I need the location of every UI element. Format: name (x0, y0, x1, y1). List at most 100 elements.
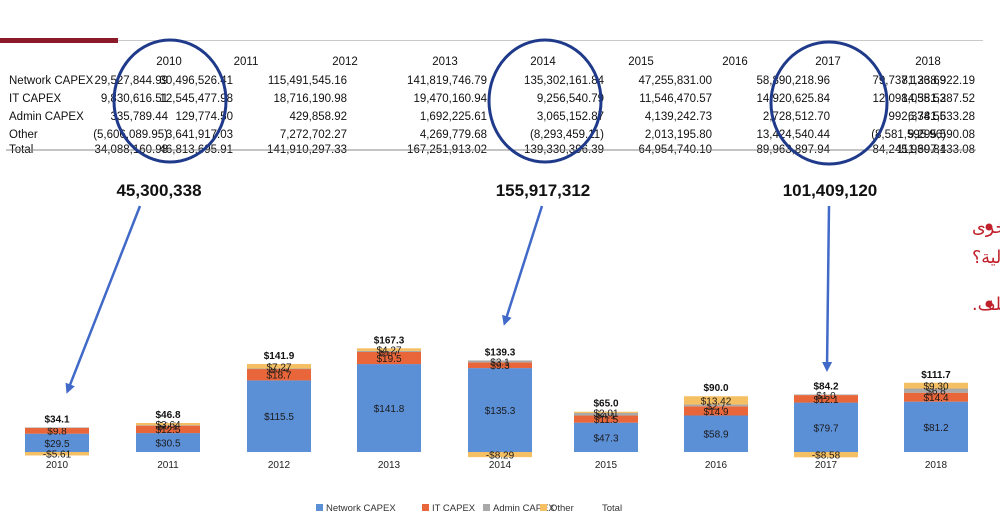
bar-total-label: $84.2 (813, 381, 838, 392)
table-cell: (8,293,459.11) (530, 129, 604, 141)
bar-segment-other (794, 452, 858, 458)
table-cell: 1,692,225.61 (420, 111, 487, 123)
bar-segment-network (247, 380, 311, 452)
x-tick-label: 2015 (595, 460, 618, 471)
bar-segment-admin (574, 412, 638, 416)
callout-value: 155,917,312 (496, 181, 591, 200)
table-cell: 3,065,152.87 (537, 111, 604, 123)
bar-total-label: $167.3 (374, 335, 405, 346)
bar-segment-other (247, 364, 311, 369)
accent-bar (0, 38, 118, 43)
legend-label: Total (602, 503, 622, 514)
bar-segment-it (794, 395, 858, 403)
legend-swatch (316, 504, 323, 511)
bar-value-label: $135.3 (485, 406, 516, 417)
bar-segment-network (136, 433, 200, 452)
bar-segment-other (684, 396, 748, 405)
bar-segment-network (357, 364, 421, 452)
bar-segment-it (247, 368, 311, 381)
bar-segment-it (136, 425, 200, 434)
x-tick-label: 2012 (268, 460, 291, 471)
bar-value-label: $0.4 (269, 365, 289, 376)
table-cell: 14,381,287.52 (901, 93, 975, 105)
table-cell: 81,238,922.19 (901, 75, 975, 87)
bar-value-label: $0.1 (158, 421, 178, 432)
table-cell: 47,255,831.00 (638, 75, 712, 87)
legend-label: IT CAPEX (432, 503, 476, 514)
bar-segment-admin (684, 404, 748, 407)
bar-total-label: $90.0 (703, 383, 728, 394)
table-cell: 2,013,195.80 (645, 129, 712, 141)
table-cell: 58,890,218.96 (756, 75, 830, 87)
callout-arrows (65, 205, 833, 394)
x-tick-label: 2017 (815, 460, 838, 471)
table-cell: 115,491,545.16 (268, 75, 347, 87)
callout-value: 101,409,120 (783, 181, 878, 200)
legend-label: Network CAPEX (326, 503, 396, 514)
bullet-dot (985, 300, 993, 308)
table-year-header: 2018 (915, 56, 941, 68)
highlight-circle (112, 38, 228, 164)
bar-value-label: $3.64 (155, 420, 180, 431)
bar-segment-network (904, 401, 968, 452)
legend-label: Admin CAPEX (493, 503, 555, 514)
table-cell: 992,334.55 (888, 111, 946, 123)
bar-total-label: $141.9 (264, 351, 295, 362)
legend-label: Other (550, 503, 574, 514)
highlight-circle (487, 38, 603, 164)
bar-value-label: $9.30 (923, 382, 948, 393)
bar-value-label: $14.4 (923, 393, 948, 404)
x-tick-label: 2018 (925, 460, 948, 471)
bar-segment-admin (794, 394, 858, 396)
table-year-header: 2012 (332, 56, 358, 68)
bar-value-label: $1.0 (816, 391, 836, 402)
bar-value-label: $58.9 (703, 430, 728, 441)
table-year-header: 2010 (156, 56, 182, 68)
bar-value-label: $7.27 (266, 362, 291, 373)
bar-total-label: $111.7 (921, 370, 951, 381)
bar-value-label: $9.3 (490, 361, 510, 372)
bar-segment-network (684, 415, 748, 452)
bar-value-label: $3.1 (490, 357, 510, 368)
bullet-dot (985, 223, 993, 231)
bar-value-label: $47.3 (593, 433, 618, 444)
bar-segment-admin (904, 388, 968, 393)
bar-value-label: -$5.61 (43, 450, 72, 461)
bar-segment-other (574, 411, 638, 413)
table-cell: 79,737,136.69 (872, 75, 946, 87)
table-cell: 429,858.92 (289, 111, 347, 123)
table-cell: 12,098,055.53 (872, 93, 946, 105)
bar-segment-admin (25, 427, 89, 429)
bar-value-label: $81.2 (923, 423, 948, 434)
callouts: 45,300,338 155,917,312 101,409,120 (116, 181, 877, 200)
table-cell: 2,728,512.70 (763, 111, 830, 123)
bar-value-label: $1.7 (379, 347, 399, 358)
bar-value-label: $18.7 (266, 371, 291, 382)
bar-segment-it (574, 415, 638, 423)
x-tick-label: 2011 (157, 460, 179, 471)
table-cell: 4,139,242.73 (645, 111, 712, 123)
table-cell: 9,830,616.51 (101, 93, 168, 105)
x-tick-label: 2010 (46, 460, 69, 471)
table-year-header: 2013 (432, 56, 458, 68)
table-cell: 129,774.50 (175, 111, 233, 123)
table-year-header: 2016 (722, 56, 748, 68)
callout-arrow (502, 205, 544, 326)
annotation-bullets: لماذا تم احتساب الدفعات على الحساب Down … (972, 218, 1000, 315)
table-cell: 6,781,633.28 (908, 111, 975, 123)
bar-segment-other (25, 452, 89, 456)
bar-segment-network (468, 368, 532, 452)
bar-segment-other (468, 452, 532, 458)
table-cell: 14,920,625.84 (756, 93, 830, 105)
x-tick-label: 2013 (378, 460, 401, 471)
bar-value-label: $29.5 (44, 439, 69, 450)
table-cell: 9,256,540.79 (537, 93, 604, 105)
table-cell: 29,527,844.99 (94, 75, 168, 87)
bar-value-label: $4.27 (376, 346, 401, 357)
bar-segment-it (904, 392, 968, 402)
table-cell: 9,295,590.08 (908, 129, 975, 141)
table-cell: 11,546,470.57 (639, 93, 712, 105)
bar-value-label: $79.7 (813, 423, 838, 434)
table-year-header: 2017 (815, 56, 841, 68)
